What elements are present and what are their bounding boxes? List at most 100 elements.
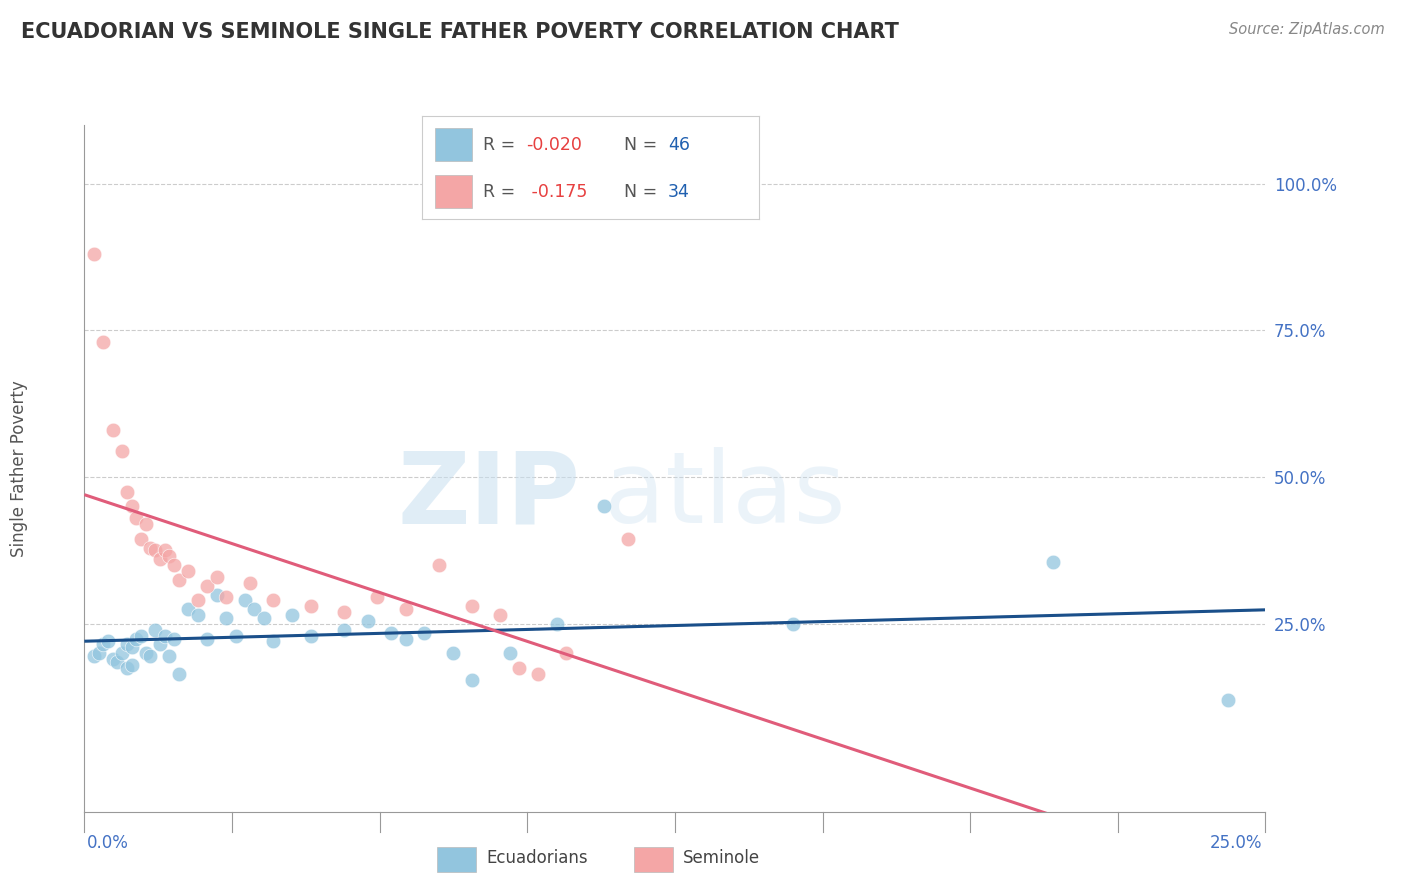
Point [135, 517, 157, 532]
Point [441, 646, 464, 660]
Point [616, 532, 638, 546]
Text: 46: 46 [668, 136, 690, 153]
Point [394, 632, 416, 646]
Point [205, 587, 228, 601]
Point [143, 543, 166, 558]
Point [153, 629, 176, 643]
Point [157, 549, 180, 564]
Point [508, 661, 530, 675]
Text: 34: 34 [668, 183, 690, 201]
Point [527, 666, 550, 681]
Point [91, 637, 114, 651]
Point [157, 649, 180, 664]
Text: ZIP: ZIP [398, 447, 581, 544]
Point [125, 511, 148, 525]
Point [281, 608, 304, 623]
Text: 25.0%: 25.0% [1211, 834, 1263, 852]
Point [187, 593, 209, 607]
Point [111, 443, 134, 458]
Point [489, 608, 512, 623]
Point [115, 484, 138, 499]
Point [215, 611, 238, 625]
Point [163, 558, 186, 573]
Point [225, 629, 247, 643]
Point [149, 637, 172, 651]
Point [262, 634, 284, 648]
Point [195, 632, 218, 646]
Point [167, 573, 190, 587]
Point [115, 661, 138, 675]
Point [91, 335, 114, 350]
Text: R =: R = [482, 136, 520, 153]
Point [129, 532, 152, 546]
Text: Single Father Poverty: Single Father Poverty [10, 380, 28, 557]
Point [593, 500, 616, 514]
Point [1042, 555, 1064, 569]
Point [299, 599, 322, 614]
Text: N =: N = [624, 183, 664, 201]
Point [195, 579, 218, 593]
Point [121, 640, 143, 655]
Point [101, 652, 124, 666]
Point [413, 625, 436, 640]
Bar [437, 847, 477, 872]
Text: Ecuadorians: Ecuadorians [486, 849, 588, 867]
Point [153, 543, 176, 558]
Point [83, 247, 105, 261]
Text: R =: R = [482, 183, 520, 201]
Text: atlas: atlas [605, 447, 845, 544]
Point [380, 625, 402, 640]
Point [461, 599, 484, 614]
Point [187, 608, 209, 623]
Point [205, 570, 228, 584]
Point [215, 591, 238, 605]
Bar [634, 847, 673, 872]
Point [107, 655, 129, 669]
Bar [436, 176, 472, 208]
Point [139, 649, 162, 664]
Point [427, 558, 450, 573]
Text: N =: N = [624, 136, 664, 153]
Text: Source: ZipAtlas.com: Source: ZipAtlas.com [1229, 22, 1385, 37]
Point [357, 614, 380, 628]
Point [135, 646, 157, 660]
Point [101, 423, 124, 437]
Point [333, 623, 356, 637]
Point [299, 629, 322, 643]
Text: 0.0%: 0.0% [87, 834, 129, 852]
Point [366, 591, 388, 605]
Point [111, 646, 134, 660]
Bar [436, 128, 472, 161]
Text: -0.020: -0.020 [526, 136, 582, 153]
Point [177, 602, 200, 616]
Point [163, 632, 186, 646]
Point [546, 616, 568, 631]
Point [243, 602, 266, 616]
Point [87, 646, 110, 660]
Point [239, 575, 262, 590]
Point [1216, 693, 1239, 707]
Point [782, 616, 804, 631]
Point [121, 657, 143, 672]
Point [262, 593, 284, 607]
Point [333, 605, 356, 619]
Point [177, 564, 200, 578]
Point [97, 634, 120, 648]
Point [121, 500, 143, 514]
Text: -0.175: -0.175 [526, 183, 588, 201]
Point [394, 602, 416, 616]
Point [143, 623, 166, 637]
Point [149, 552, 172, 566]
Text: ECUADORIAN VS SEMINOLE SINGLE FATHER POVERTY CORRELATION CHART: ECUADORIAN VS SEMINOLE SINGLE FATHER POV… [21, 22, 898, 42]
Point [253, 611, 276, 625]
Point [83, 649, 105, 664]
Point [115, 637, 138, 651]
Point [167, 666, 190, 681]
Text: Seminole: Seminole [683, 849, 759, 867]
Point [139, 541, 162, 555]
Point [555, 646, 578, 660]
Point [461, 673, 484, 687]
Point [233, 593, 256, 607]
Point [129, 629, 152, 643]
Point [125, 632, 148, 646]
